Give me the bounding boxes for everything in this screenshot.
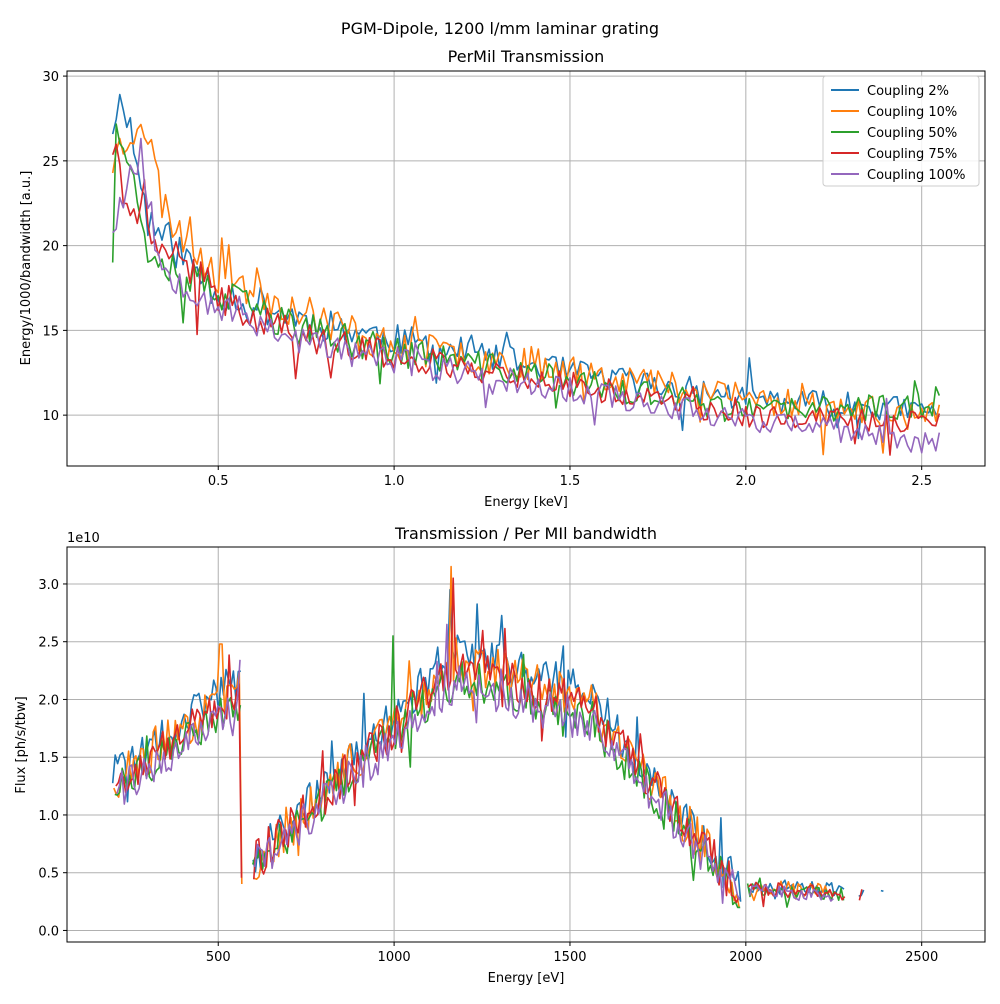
figure-suptitle: PGM-Dipole, 1200 l/mm laminar grating	[341, 19, 659, 38]
y-offset-text: 1e10	[67, 531, 100, 546]
legend-label: Coupling 2%	[867, 84, 949, 99]
y-tick-label: 0.5	[38, 867, 59, 882]
legend-label: Coupling 75%	[867, 147, 957, 162]
series-lines	[111, 93, 941, 456]
series-line	[111, 123, 941, 456]
y-tick-label: 2.5	[38, 636, 59, 651]
x-tick-label: 1.0	[384, 474, 405, 489]
x-axis-label: Energy [eV]	[488, 971, 565, 986]
x-tick-label: 2500	[905, 950, 938, 965]
series-line	[111, 143, 941, 456]
series-line	[114, 696, 242, 796]
x-tick-label: 1.5	[560, 474, 581, 489]
legend-box	[822, 75, 980, 187]
series-line	[116, 659, 241, 805]
chart-title: Transmission / Per MIl bandwidth	[394, 524, 657, 543]
y-tick-label: 1.0	[38, 809, 59, 824]
y-axis-label: Energy/1000/bandwidth [a.u.]	[19, 171, 34, 366]
x-tick-label: 2.5	[911, 474, 932, 489]
series-line	[858, 889, 863, 901]
legend-label: Coupling 50%	[867, 126, 957, 141]
series-line	[111, 123, 941, 423]
series-line	[112, 137, 941, 454]
plot-frame	[66, 546, 986, 943]
series-line	[253, 577, 740, 904]
series-lines	[111, 565, 884, 909]
x-tick-label: 1500	[553, 950, 586, 965]
series-line	[880, 889, 884, 892]
grid	[67, 547, 985, 942]
chart-transmission-bandwidth: Transmission / Per MIl bandwidth 1e10 50…	[14, 524, 986, 986]
series-line	[113, 643, 243, 885]
y-tick-label: 15	[42, 324, 59, 339]
y-tick-label: 10	[42, 409, 59, 424]
x-tick-label: 500	[206, 950, 231, 965]
legend-label: Coupling 100%	[867, 168, 966, 183]
x-axis-label: Energy [keV]	[484, 495, 568, 510]
y-tick-label: 20	[42, 240, 59, 255]
x-tick-label: 0.5	[208, 474, 229, 489]
x-tick-label: 2000	[729, 950, 762, 965]
legend: Coupling 2% Coupling 10% Coupling 50% Coupl…	[822, 75, 980, 187]
x-ticks: 0.5 1.0 1.5 2.0 2.5	[208, 466, 932, 489]
legend-label: Coupling 10%	[867, 105, 957, 120]
y-axis-label: Flux [ph/s/tbw]	[14, 696, 29, 793]
x-tick-label: 1000	[378, 950, 411, 965]
chart-permil-transmission: PerMil Transmission 0.5 1.0 1.5 2.0 2.5 10 15…	[19, 47, 986, 510]
y-tick-label: 30	[42, 70, 59, 85]
x-tick-label: 2.0	[735, 474, 756, 489]
x-ticks: 500 1000 1500 2000 2500	[206, 942, 938, 965]
y-ticks: 0.0 0.5 1.0 1.5 2.0 2.5 3.0	[38, 578, 67, 939]
y-ticks: 10 15 20 25 30	[42, 70, 67, 424]
series-line	[254, 623, 741, 905]
y-tick-label: 25	[42, 155, 59, 170]
series-line	[748, 881, 846, 908]
y-tick-label: 1.5	[38, 751, 59, 766]
y-tick-label: 2.0	[38, 693, 59, 708]
y-tick-label: 0.0	[38, 924, 59, 939]
plot-frame	[66, 70, 986, 467]
chart-title: PerMil Transmission	[448, 47, 605, 66]
y-tick-label: 3.0	[38, 578, 59, 593]
series-line	[748, 883, 834, 902]
